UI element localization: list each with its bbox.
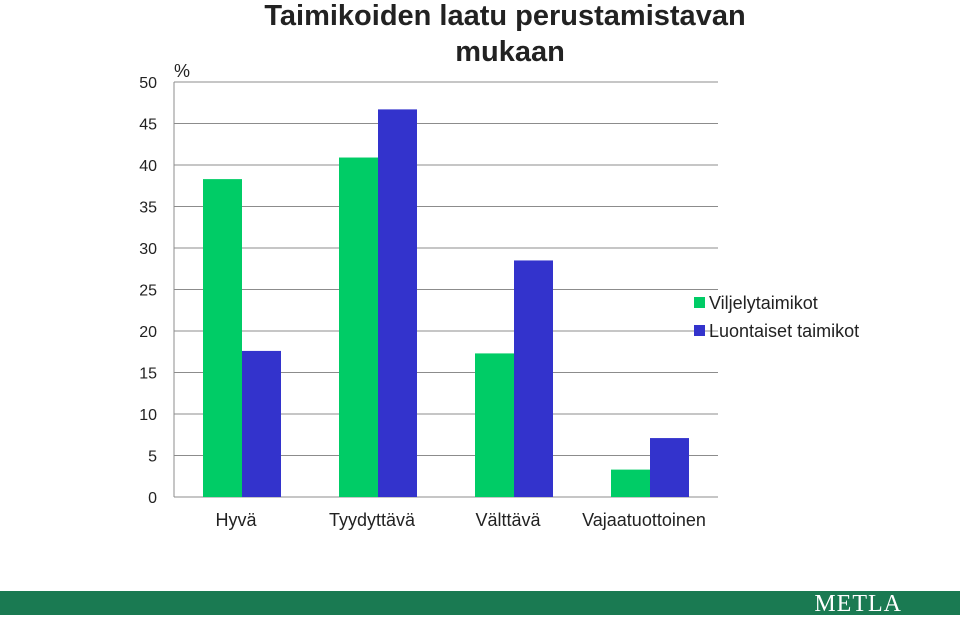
y-tick-label: 15 xyxy=(139,366,157,383)
bar-viljelytaimikot-1 xyxy=(339,157,378,497)
y-tick-label: 40 xyxy=(139,158,157,175)
legend-label: Viljelytaimikot xyxy=(709,293,818,313)
bar-luontaiset-3 xyxy=(650,438,689,497)
bar-luontaiset-1 xyxy=(378,109,417,497)
x-tick-label: Hyvä xyxy=(215,510,257,530)
bar-luontaiset-0 xyxy=(242,350,281,497)
metla-logo: METLA xyxy=(814,591,902,617)
x-tick-labels: Hyvä Tyydyttävä Välttävä Vajaatuottoinen xyxy=(215,510,705,530)
chart-title-line-2: mukaan xyxy=(455,36,565,68)
y-tick-label: 0 xyxy=(148,490,157,507)
bar-viljelytaimikot-3 xyxy=(611,469,650,497)
legend-label: Luontaiset taimikot xyxy=(709,321,859,341)
y-tick-labels: 0 5 10 15 20 25 30 35 40 45 50 xyxy=(139,75,157,507)
y-tick-label: 20 xyxy=(139,324,157,341)
legend-swatch xyxy=(694,297,705,308)
bar-viljelytaimikot-0 xyxy=(203,179,242,498)
legend-swatch xyxy=(694,325,705,336)
bar-chart: 0 5 10 15 20 25 30 35 40 45 50 Hyvä Tyydyttävä Vältt… xyxy=(139,61,859,530)
y-tick-label: 10 xyxy=(139,407,157,424)
y-tick-label: 35 xyxy=(139,200,157,217)
y-axis-label: % xyxy=(174,61,190,81)
legend: Viljelytaimikot Luontaiset taimikot xyxy=(694,293,859,341)
x-tick-label: Välttävä xyxy=(475,510,541,530)
footer-bar: METLA xyxy=(0,591,960,617)
grid-lines xyxy=(174,81,718,456)
x-tick-label: Vajaatuottoinen xyxy=(582,510,706,530)
x-tick-label: Tyydyttävä xyxy=(329,510,416,530)
y-tick-label: 30 xyxy=(139,241,157,258)
y-tick-label: 5 xyxy=(148,449,157,466)
y-tick-label: 45 xyxy=(139,117,157,134)
y-tick-label: 50 xyxy=(139,75,157,92)
bar-viljelytaimikot-2 xyxy=(475,353,514,497)
y-tick-label: 25 xyxy=(139,283,157,300)
chart-title-line-1: Taimikoiden laatu perustamistavan xyxy=(264,0,746,32)
bar-luontaiset-2 xyxy=(514,260,553,497)
bars xyxy=(203,109,689,498)
